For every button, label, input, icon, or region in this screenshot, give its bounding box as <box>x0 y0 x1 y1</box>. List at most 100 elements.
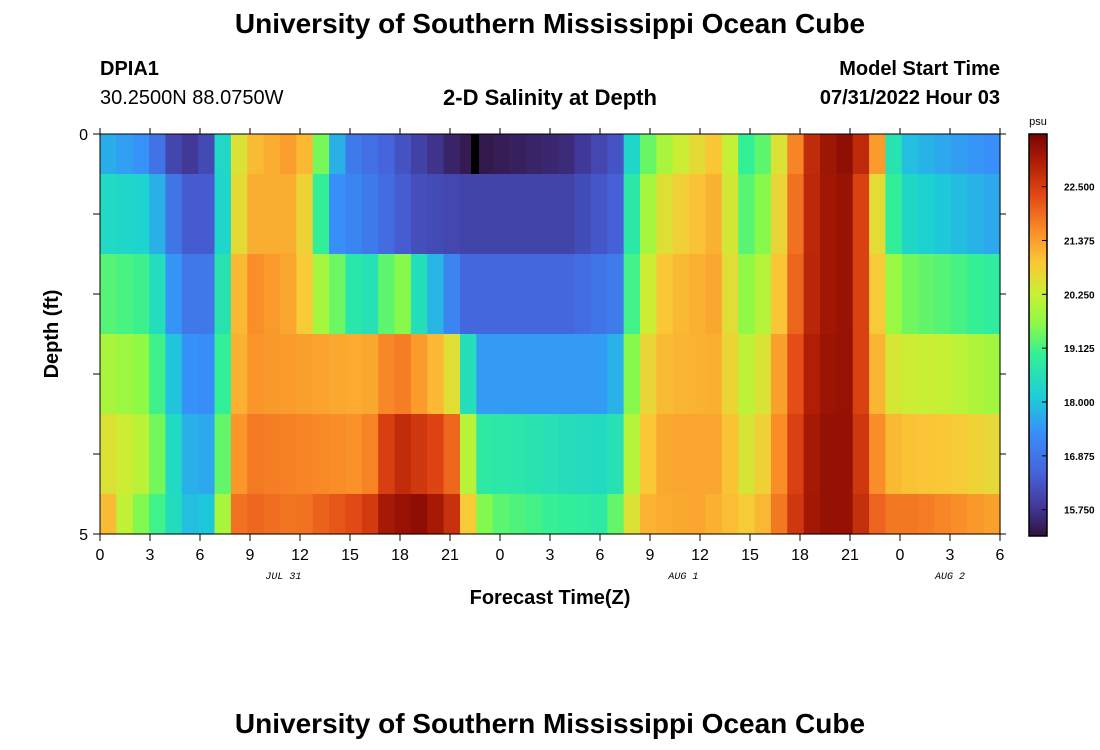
y-axis-label: Depth (ft) <box>41 290 63 379</box>
heatmap-cell <box>525 134 543 175</box>
heatmap-cell <box>296 414 314 495</box>
heatmap-cell <box>280 254 297 335</box>
heatmap-cell <box>787 174 805 255</box>
heatmap-cell <box>394 174 412 255</box>
heatmap-cell <box>509 334 527 415</box>
heatmap-cell <box>836 334 854 415</box>
heatmap-cell <box>410 334 428 415</box>
heatmap-cell <box>361 174 379 255</box>
heatmap-cell <box>296 134 314 175</box>
heatmap-cell <box>198 174 216 255</box>
heatmap-cell <box>934 494 952 535</box>
x-tick-label: 9 <box>246 547 255 564</box>
heatmap-cell <box>672 254 690 335</box>
heatmap-cell <box>541 134 559 175</box>
heatmap-cell <box>394 134 412 175</box>
heatmap-cell <box>198 494 216 535</box>
colorbar-tick-label: 19.125 <box>1064 344 1095 355</box>
x-tick-label: 21 <box>441 547 459 564</box>
heatmap-cell <box>754 134 772 175</box>
heatmap-cell <box>198 254 216 335</box>
heatmap-cell <box>787 134 805 175</box>
heatmap-cell <box>820 494 837 535</box>
y-tick-label: 0 <box>79 127 88 144</box>
x-tick-label: 15 <box>741 547 759 564</box>
heatmap-cell <box>214 334 232 415</box>
heatmap-cell <box>443 254 461 335</box>
heatmap-cell <box>820 254 837 335</box>
heatmap-cell <box>803 174 821 255</box>
heatmap-cell <box>852 494 870 535</box>
heatmap-cell <box>770 174 788 255</box>
heatmap-cell <box>672 414 690 495</box>
heatmap-cell <box>640 494 657 535</box>
heatmap-cell <box>460 254 477 335</box>
heatmap-cell <box>280 414 297 495</box>
heatmap-cell <box>852 254 870 335</box>
heatmap-cell <box>590 494 608 535</box>
heatmap-cell <box>983 334 1001 415</box>
x-tick-label: 6 <box>996 547 1005 564</box>
heatmap-cell <box>558 134 576 175</box>
heatmap-cell <box>492 174 510 255</box>
heatmap-cell <box>509 134 527 175</box>
heatmap-cell <box>198 134 216 175</box>
heatmap-cell <box>263 254 281 335</box>
colorbar-tick-label: 20.250 <box>1064 290 1095 301</box>
heatmap-cell <box>165 174 183 255</box>
heatmap-cell <box>410 134 428 175</box>
heatmap-cell <box>100 134 117 175</box>
heatmap-cell <box>983 414 1001 495</box>
model-start-value: 07/31/2022 Hour 03 <box>819 87 1000 109</box>
heatmap-cell <box>181 134 199 175</box>
heatmap-cell <box>427 174 445 255</box>
heatmap-cell <box>934 174 952 255</box>
heatmap-cell <box>394 494 412 535</box>
heatmap-cell <box>574 174 592 255</box>
heatmap-cell <box>427 414 445 495</box>
heatmap-cell <box>820 334 837 415</box>
heatmap-cell <box>492 254 510 335</box>
heatmap-cell <box>820 414 837 495</box>
heatmap-cell <box>410 414 428 495</box>
heatmap-cell <box>509 494 527 535</box>
heatmap-cell <box>230 494 248 535</box>
heatmap-cell <box>329 254 347 335</box>
heatmap-cell <box>607 334 625 415</box>
x-tick-label: 6 <box>196 547 205 564</box>
heatmap-cell <box>116 254 134 335</box>
heatmap-cell <box>345 414 363 495</box>
heatmap-cell <box>492 134 510 175</box>
heatmap-cell <box>378 414 396 495</box>
heatmap-cell <box>885 134 903 175</box>
heatmap-cell <box>672 174 690 255</box>
heatmap-cell <box>509 174 527 255</box>
heatmap-cell <box>247 334 265 415</box>
heatmap-cell <box>361 494 379 535</box>
heatmap-cell <box>165 494 183 535</box>
heatmap-cell <box>918 174 936 255</box>
heatmap-cell <box>312 334 330 415</box>
plot-title: 2-D Salinity at Depth <box>443 85 657 110</box>
heatmap-cell <box>443 494 461 535</box>
heatmap-cell <box>361 134 379 175</box>
heatmap-cell <box>754 414 772 495</box>
heatmap-cell <box>574 494 592 535</box>
heatmap-cell <box>950 134 968 175</box>
heatmap-cell <box>607 174 625 255</box>
heatmap-cell <box>312 414 330 495</box>
heatmap-cell <box>443 414 461 495</box>
heatmap-cell <box>623 174 641 255</box>
heatmap-cell <box>705 494 723 535</box>
heatmap-cell <box>901 334 919 415</box>
heatmap-cell <box>574 334 592 415</box>
x-tick-label: 0 <box>96 547 105 564</box>
heatmap-cell <box>820 174 837 255</box>
heatmap-cell <box>116 134 134 175</box>
x-date-label: JUL 31 <box>265 572 301 583</box>
heatmap-cell <box>345 494 363 535</box>
y-axis: 05 <box>79 127 1006 544</box>
heatmap-cell <box>378 254 396 335</box>
heatmap-cell <box>738 134 756 175</box>
heatmap-cell <box>721 494 739 535</box>
